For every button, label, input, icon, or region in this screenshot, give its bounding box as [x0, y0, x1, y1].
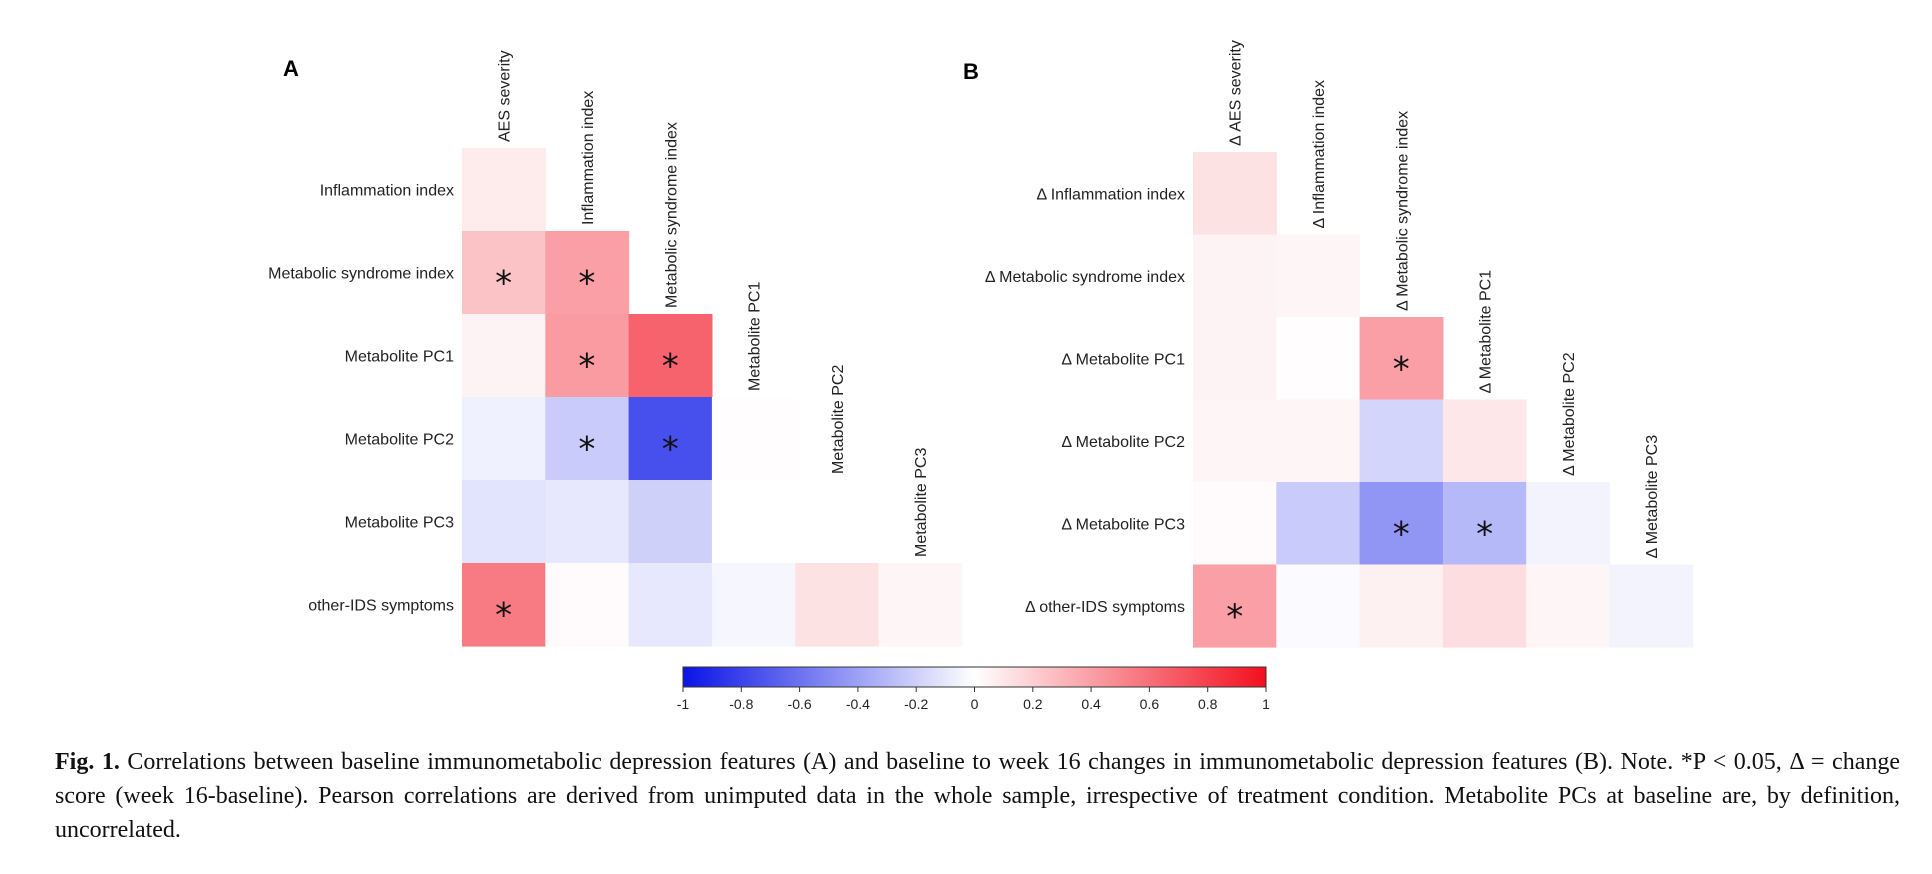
row-label-b-3: Δ Metabolite PC2 [1061, 434, 1185, 451]
heatmap-cell-a-r0-c0 [462, 148, 546, 232]
heatmap-cell-b-r5-c0 [1193, 564, 1277, 648]
heatmap-cell-a-r5-c5 [878, 563, 963, 647]
col-label-a-5: Metabolite PC3 [913, 448, 930, 557]
significance-marker-a-r2-c1: * [578, 347, 595, 387]
significance-marker-a-r1-c1: * [578, 264, 595, 304]
colorbar-legend: -1 -0.8 -0.6 -0.4 -0.2 0 0.2 0.4 0.6 0.8 1 [677, 666, 1270, 712]
col-label-b-5: Δ Metabolite PC3 [1644, 435, 1661, 559]
row-label-a-4: Metabolite PC3 [345, 515, 454, 532]
heatmap-cell-a-r4-c4 [795, 480, 880, 564]
significance-marker-a-r3-c2: * [662, 430, 679, 470]
heatmap-cell-b-r3-c1 [1276, 399, 1361, 483]
heatmap-cell-b-r2-c1 [1276, 317, 1361, 401]
heatmap-cell-a-r5-c4 [795, 563, 880, 647]
heatmap-cell-b-r4-c2 [1359, 482, 1444, 566]
col-label-b-3: Δ Metabolite PC1 [1478, 270, 1495, 394]
significance-marker-b-r4-c3: * [1476, 514, 1493, 554]
row-label-b-2: Δ Metabolite PC1 [1061, 351, 1185, 368]
heatmap-cell-b-r4-c3 [1442, 482, 1527, 566]
row-label-b-4: Δ Metabolite PC3 [1061, 516, 1185, 533]
significance-marker-a-r2-c2: * [662, 347, 679, 387]
col-label-b-2: Δ Metabolic syndrome index [1394, 111, 1411, 311]
row-label-b-1: Δ Metabolic syndrome index [985, 269, 1185, 286]
col-label-a-2: Metabolic syndrome index [663, 122, 680, 308]
panel-a-heatmap: A * * * * * * * Inflammation index Metabolic synd… [268, 50, 963, 647]
significance-marker-b-r2-c2: * [1393, 349, 1410, 389]
row-label-a-2: Metabolite PC1 [345, 349, 454, 366]
heatmap-cell-a-r3-c0 [462, 397, 546, 481]
heatmap-cell-b-r3-c0 [1193, 399, 1277, 483]
heatmap-cell-b-r5-c2 [1359, 564, 1444, 648]
colorbar-tick-label-1: -0.8 [729, 696, 753, 712]
colorbar-tick-label-10: 1 [1262, 696, 1270, 712]
row-label-b-0: Δ Inflammation index [1036, 186, 1185, 203]
heatmap-cell-a-r4-c0 [462, 480, 546, 564]
colorbar-tick-label-5: 0 [971, 696, 979, 712]
row-label-a-5: other-IDS symptoms [308, 598, 454, 615]
heatmap-cell-b-r5-c3 [1442, 564, 1527, 648]
row-label-a-0: Inflammation index [320, 183, 454, 200]
heatmap-cell-a-r4-c3 [711, 480, 796, 564]
col-label-b-1: Δ Inflammation index [1311, 80, 1328, 229]
caption-label: Fig. 1. [55, 749, 120, 775]
col-label-a-1: Inflammation index [580, 91, 597, 225]
heatmap-cell-a-r5-c0 [462, 563, 546, 647]
heatmap-cell-a-r5-c1 [545, 563, 630, 647]
colorbar-tick-label-8: 0.6 [1140, 696, 1160, 712]
heatmap-cell-a-r5-c2 [628, 563, 713, 647]
col-label-a-3: Metabolite PC1 [747, 282, 764, 391]
colorbar-tick-label-0: -1 [677, 696, 690, 712]
significance-marker-b-r5-c0: * [1226, 597, 1243, 637]
heatmap-cell-b-r4-c0 [1193, 482, 1277, 566]
heatmap-cell-a-r3-c1 [545, 397, 630, 481]
panel-b-heatmap: B * * * * Δ Inflammation index Δ Metabolic syn… [963, 40, 1694, 648]
heatmap-cell-a-r2-c0 [462, 314, 546, 398]
figure-caption: Fig. 1. Correlations between baseline im… [55, 745, 1900, 847]
heatmap-cell-a-r3-c3 [711, 397, 796, 481]
col-label-a-4: Metabolite PC2 [830, 365, 847, 474]
col-label-a-0: AES severity [497, 50, 514, 142]
heatmap-cell-b-r3-c3 [1442, 399, 1527, 483]
heatmap-cell-b-r2-c0 [1193, 317, 1277, 401]
significance-marker-b-r4-c2: * [1393, 514, 1410, 554]
heatmap-cell-b-r0-c0 [1193, 152, 1277, 236]
col-label-b-0: Δ AES severity [1228, 40, 1245, 146]
heatmap-cell-a-r3-c2 [628, 397, 713, 481]
col-label-b-4: Δ Metabolite PC2 [1561, 352, 1578, 476]
heatmap-cell-a-r1-c1 [545, 231, 630, 315]
colorbar-tick-label-3: -0.4 [846, 696, 870, 712]
heatmap-cell-b-r5-c5 [1609, 564, 1694, 648]
heatmap-cell-b-r1-c1 [1276, 234, 1361, 318]
colorbar-gradient [682, 666, 1267, 688]
heatmap-cell-a-r2-c1 [545, 314, 630, 398]
colorbar-tick-label-9: 0.8 [1198, 696, 1218, 712]
heatmap-cell-a-r5-c3 [711, 563, 796, 647]
panel-label-b: B [963, 59, 979, 84]
heatmap-cell-b-r1-c0 [1193, 234, 1277, 318]
heatmap-cell-a-r1-c0 [462, 231, 546, 315]
significance-marker-a-r5-c0: * [495, 596, 512, 636]
heatmap-cell-a-r4-c1 [545, 480, 630, 564]
significance-marker-a-r3-c1: * [578, 430, 595, 470]
heatmap-cell-b-r4-c1 [1276, 482, 1361, 566]
heatmap-cell-b-r5-c1 [1276, 564, 1361, 648]
row-label-a-1: Metabolic syndrome index [268, 266, 454, 283]
heatmap-cell-b-r5-c4 [1526, 564, 1611, 648]
heatmap-cell-a-r4-c2 [628, 480, 713, 564]
row-label-b-5: Δ other-IDS symptoms [1025, 599, 1185, 616]
row-label-a-3: Metabolite PC2 [345, 432, 454, 449]
heatmap-cell-b-r4-c4 [1526, 482, 1611, 566]
colorbar-tick-label-4: -0.2 [904, 696, 928, 712]
colorbar-tick-label-7: 0.4 [1081, 696, 1101, 712]
colorbar-tick-label-6: 0.2 [1023, 696, 1043, 712]
colorbar-tick-label-2: -0.6 [788, 696, 812, 712]
heatmap-cell-b-r3-c2 [1359, 399, 1444, 483]
heatmap-cell-a-r2-c2 [628, 314, 713, 398]
caption-text: Correlations between baseline immunometa… [55, 749, 1901, 843]
significance-marker-a-r1-c0: * [495, 264, 512, 304]
heatmap-cell-b-r2-c2 [1359, 317, 1444, 401]
panel-label-a: A [283, 56, 299, 81]
